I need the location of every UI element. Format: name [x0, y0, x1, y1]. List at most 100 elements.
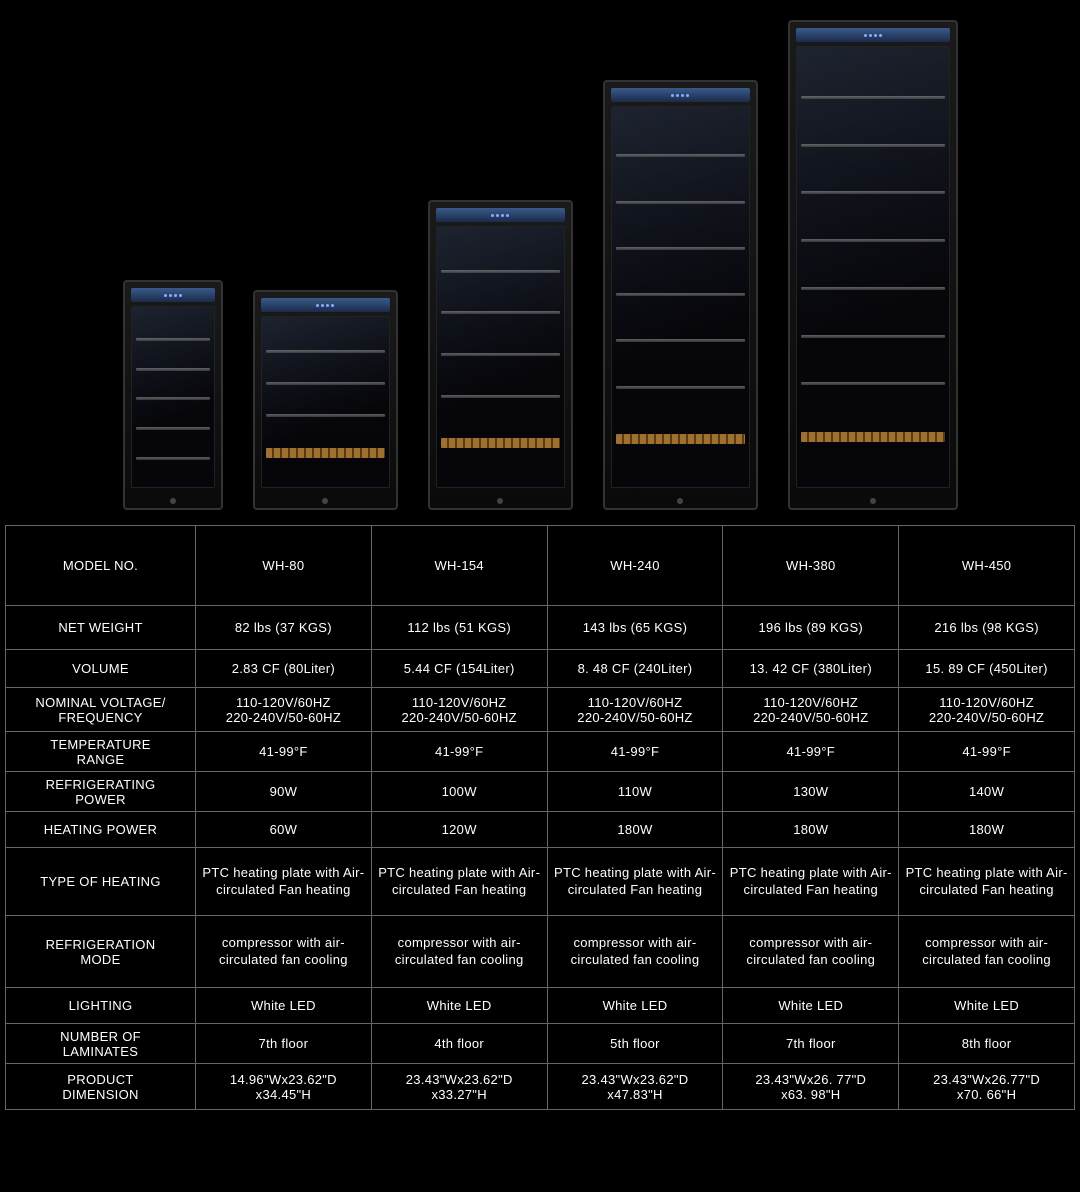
spec-cell: 143 lbs (65 KGS) [547, 606, 723, 650]
spec-cell: White LED [547, 988, 723, 1024]
cabinet-display-panel [611, 88, 750, 102]
spec-cell: 41-99°F [371, 732, 547, 772]
wood-shelf [801, 432, 945, 442]
table-row: REFRIGERATIONMODEcompressor with air-cir… [6, 916, 1075, 988]
wood-shelf [266, 448, 385, 458]
row-header: REFRIGERATINGPOWER [6, 772, 196, 812]
spec-cell: 13. 42 CF (380Liter) [723, 650, 899, 688]
wire-shelf [616, 339, 745, 342]
table-row: REFRIGERATINGPOWER90W100W110W130W140W [6, 772, 1075, 812]
spec-cell: 2.83 CF (80Liter) [196, 650, 372, 688]
cabinet-display-panel [261, 298, 390, 312]
wire-shelf [441, 311, 560, 314]
wood-shelf [616, 434, 745, 444]
product-image-row [0, 0, 1080, 520]
spec-cell: 90W [196, 772, 372, 812]
spec-cell: 110-120V/60HZ220-240V/50-60HZ [547, 688, 723, 732]
table-row: LIGHTINGWhite LEDWhite LEDWhite LEDWhite… [6, 988, 1075, 1024]
wire-shelf [616, 247, 745, 250]
spec-cell: WH-240 [547, 526, 723, 606]
spec-cell: compressor with air-circulated fan cooli… [899, 916, 1075, 988]
wire-shelf [136, 338, 210, 341]
row-header: VOLUME [6, 650, 196, 688]
table-row: HEATING POWER60W120W180W180W180W [6, 812, 1075, 848]
spec-cell: PTC heating plate with Air-circulated Fa… [371, 848, 547, 916]
cabinet-WH-80 [123, 280, 223, 510]
spec-cell: WH-450 [899, 526, 1075, 606]
wire-shelf [136, 457, 210, 460]
spec-cell: 7th floor [196, 1024, 372, 1064]
spec-cell: 216 lbs (98 KGS) [899, 606, 1075, 650]
wire-shelf [801, 191, 945, 194]
spec-cell: 5th floor [547, 1024, 723, 1064]
cabinet-display-panel [436, 208, 565, 222]
spec-cell: 110-120V/60HZ220-240V/50-60HZ [899, 688, 1075, 732]
spec-cell: White LED [899, 988, 1075, 1024]
spec-cell: White LED [371, 988, 547, 1024]
wire-shelf [801, 239, 945, 242]
cabinet-glass-door [261, 316, 390, 488]
wire-shelf [266, 414, 385, 417]
spec-cell: compressor with air-circulated fan cooli… [196, 916, 372, 988]
spec-table: MODEL NO.WH-80WH-154WH-240WH-380WH-450NE… [5, 525, 1075, 1110]
row-header: HEATING POWER [6, 812, 196, 848]
spec-cell: 8. 48 CF (240Liter) [547, 650, 723, 688]
spec-cell: compressor with air-circulated fan cooli… [371, 916, 547, 988]
spec-cell: PTC heating plate with Air-circulated Fa… [547, 848, 723, 916]
spec-cell: 60W [196, 812, 372, 848]
spec-cell: 23.43"Wx26. 77"Dx63. 98"H [723, 1064, 899, 1110]
wire-shelf [616, 154, 745, 157]
wire-shelf [266, 382, 385, 385]
cabinet-WH-450 [788, 20, 958, 510]
cabinet-display-panel [796, 28, 950, 42]
wire-shelf [441, 395, 560, 398]
wire-shelf [266, 350, 385, 353]
spec-cell: 41-99°F [196, 732, 372, 772]
cabinet-WH-154 [253, 290, 398, 510]
table-row: PRODUCTDIMENSION14.96"Wx23.62"Dx34.45"H2… [6, 1064, 1075, 1110]
lock-icon [497, 498, 503, 504]
spec-cell: 180W [723, 812, 899, 848]
spec-cell: 110-120V/60HZ220-240V/50-60HZ [723, 688, 899, 732]
spec-cell: 100W [371, 772, 547, 812]
row-header: REFRIGERATIONMODE [6, 916, 196, 988]
wire-shelf [616, 386, 745, 389]
cabinet-glass-door [796, 46, 950, 488]
wire-shelf [441, 270, 560, 273]
wire-shelf [441, 353, 560, 356]
wire-shelf [136, 368, 210, 371]
cabinet-glass-door [131, 306, 215, 488]
wire-shelf [616, 293, 745, 296]
spec-cell: 23.43"Wx23.62"Dx47.83"H [547, 1064, 723, 1110]
spec-cell: PTC heating plate with Air-circulated Fa… [899, 848, 1075, 916]
wire-shelf [801, 335, 945, 338]
row-header: TYPE OF HEATING [6, 848, 196, 916]
spec-cell: 196 lbs (89 KGS) [723, 606, 899, 650]
lock-icon [870, 498, 876, 504]
row-header: NOMINAL VOLTAGE/FREQUENCY [6, 688, 196, 732]
spec-cell: 82 lbs (37 KGS) [196, 606, 372, 650]
row-header: LIGHTING [6, 988, 196, 1024]
wire-shelf [801, 287, 945, 290]
spec-cell: 23.43"Wx23.62"Dx33.27"H [371, 1064, 547, 1110]
spec-cell: WH-80 [196, 526, 372, 606]
row-header: NUMBER OFLAMINATES [6, 1024, 196, 1064]
wire-shelf [801, 382, 945, 385]
spec-cell: 8th floor [899, 1024, 1075, 1064]
spec-cell: 140W [899, 772, 1075, 812]
table-row: MODEL NO.WH-80WH-154WH-240WH-380WH-450 [6, 526, 1075, 606]
spec-cell: 7th floor [723, 1024, 899, 1064]
table-row: NET WEIGHT82 lbs (37 KGS)112 lbs (51 KGS… [6, 606, 1075, 650]
spec-cell: 110-120V/60HZ220-240V/50-60HZ [196, 688, 372, 732]
table-row: NOMINAL VOLTAGE/FREQUENCY110-120V/60HZ22… [6, 688, 1075, 732]
spec-cell: 180W [899, 812, 1075, 848]
cabinet-WH-380 [603, 80, 758, 510]
row-header: PRODUCTDIMENSION [6, 1064, 196, 1110]
spec-cell: 130W [723, 772, 899, 812]
row-header: TEMPERATURERANGE [6, 732, 196, 772]
spec-cell: 112 lbs (51 KGS) [371, 606, 547, 650]
row-header: NET WEIGHT [6, 606, 196, 650]
spec-cell: PTC heating plate with Air-circulated Fa… [723, 848, 899, 916]
spec-cell: 41-99°F [547, 732, 723, 772]
table-row: VOLUME2.83 CF (80Liter)5.44 CF (154Liter… [6, 650, 1075, 688]
